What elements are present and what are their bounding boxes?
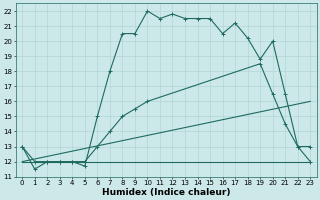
X-axis label: Humidex (Indice chaleur): Humidex (Indice chaleur) <box>102 188 230 197</box>
